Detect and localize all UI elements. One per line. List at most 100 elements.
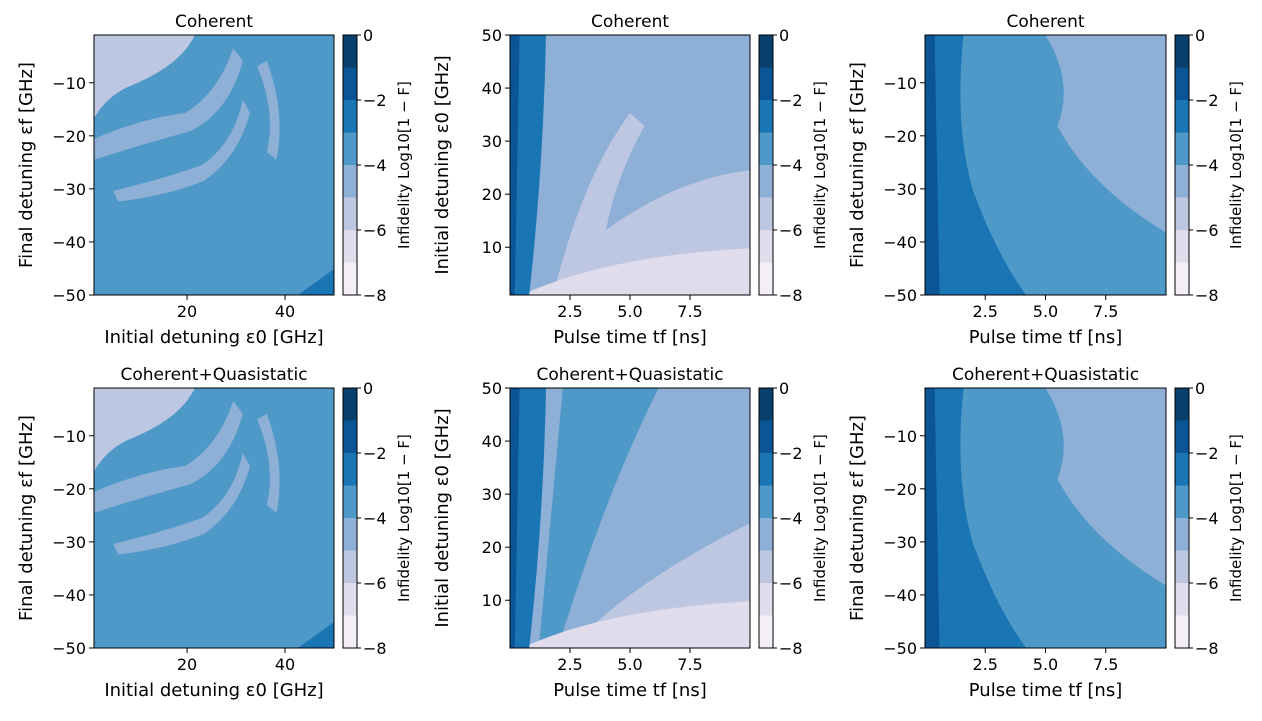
y-tick-label: −30 [52,180,86,199]
colorbar-label: Infidelity Log10[1 − F] [1227,434,1245,602]
colorbar-tick-label: −4 [779,509,803,528]
colorbar-tick-label: 0 [779,379,789,398]
colorbar-swatch [1175,388,1189,421]
y-axis-label: Final detuning εf [GHz] [16,415,37,621]
chart-panel-4: 20 40−10−20−30−40−50Coherent+QuasistaticI… [16,365,413,701]
colorbar-tick-label: 0 [363,26,373,45]
colorbar-tick-label: −8 [363,286,387,305]
x-axis-label: Initial detuning ε0 [GHz] [104,680,323,701]
colorbar-tick-label: −2 [363,91,387,110]
x-tick-label: 2.5 [973,655,998,674]
colorbar-swatch [1175,550,1189,584]
colorbar-swatch [1175,453,1189,486]
colorbar-swatch [343,230,357,263]
colorbar-swatch [759,262,773,296]
y-tick-label: −50 [52,639,86,658]
colorbar-swatch [343,35,357,68]
colorbar-label: Infidelity Log10[1 − F] [395,81,413,249]
contour-area [510,388,750,648]
level-band-dark [925,388,1027,648]
colorbar-tick-label: −4 [1195,509,1219,528]
colorbar-swatch [759,615,773,649]
colorbar-tick-label: −4 [779,156,803,175]
y-tick-label: 40 [482,79,502,98]
level-band-arc-3 [257,61,280,160]
colorbar-tick-label: 0 [363,379,373,398]
x-tick-label: 2.5 [557,655,582,674]
y-axis-label: Final detuning εf [GHz] [16,62,37,268]
colorbar-swatch [343,262,357,296]
contour-area [94,388,334,648]
colorbar-tick-label: 0 [779,26,789,45]
colorbar-tick-label: −6 [363,221,387,240]
x-axis-label: Pulse time tf [ns] [969,680,1122,701]
colorbar-tick-label: −6 [363,574,387,593]
colorbar-tick-label: −6 [1195,221,1219,240]
x-tick-label: 20 [177,302,197,321]
level-band-darkest [925,388,940,648]
x-tick-label: 2.5 [973,302,998,321]
contour-area [510,35,750,295]
colorbar-tick-label: −6 [1195,574,1219,593]
y-tick-label: 20 [482,538,502,557]
colorbar: 0 −2 −4 −6 −8 Infidelity Log10[1 − F] [758,26,829,305]
colorbar-swatch [759,230,773,263]
y-axis-label: Initial detuning ε0 [GHz] [432,408,453,627]
level-band-arc-3 [257,414,280,513]
chart-title: Coherent+Quasistatic [120,365,307,385]
colorbar-tick-label: −8 [363,639,387,658]
colorbar-swatch [1175,100,1189,133]
colorbar-swatch [1175,420,1189,454]
x-tick-label: 5.0 [1033,302,1058,321]
x-tick-label: 7.5 [1093,302,1118,321]
colorbar-swatch [1175,67,1189,101]
colorbar-tick-label: −8 [779,639,803,658]
colorbar-label: Infidelity Log10[1 − F] [395,434,413,602]
level-band-dark [510,35,546,295]
colorbar-swatch [1175,132,1189,166]
level-band-arc-1 [94,401,243,513]
x-axis-label: Pulse time tf [ns] [553,327,706,348]
x-tick-label: 7.5 [677,302,702,321]
y-axis-label: Initial detuning ε0 [GHz] [432,55,453,274]
level-band-corner-dark [298,622,334,648]
level-band-corner-dark [298,269,334,295]
x-tick-label: 40 [275,302,295,321]
colorbar-swatch [759,485,773,519]
y-tick-label: −40 [883,233,917,252]
y-tick-label: −40 [883,586,917,605]
colorbar-swatch [1175,230,1189,263]
y-tick-label: −10 [52,427,86,446]
level-band-light [553,113,750,295]
colorbar-tick-label: −4 [363,509,387,528]
y-tick-label: −20 [52,480,86,499]
y-tick-label: −40 [52,233,86,252]
y-tick-label: −50 [52,286,86,305]
y-axis-label: Final detuning εf [GHz] [847,415,868,621]
level-band-arc-2 [113,453,250,555]
colorbar-swatch [343,197,357,231]
y-tick-label: −30 [883,533,917,552]
level-band-corner [94,35,195,119]
level-band-darkest [925,35,940,295]
colorbar-swatch [1175,485,1189,519]
chart-title: Coherent [175,12,253,32]
chart-title: Coherent [1006,12,1084,32]
contour-area [925,388,1166,648]
level-band-dark [925,35,1027,295]
colorbar: 0 −2 −4 −6 −8 Infidelity Log10[1 − F] [1174,26,1245,305]
colorbar-swatch [343,615,357,649]
y-tick-label: −20 [52,127,86,146]
colorbar-swatch [343,100,357,133]
colorbar-tick-label: −2 [1195,444,1219,463]
chart-title: Coherent+Quasistatic [952,365,1139,385]
colorbar-swatch [343,583,357,616]
colorbar-swatch [1175,583,1189,616]
colorbar-tick-label: −2 [779,444,803,463]
colorbar: 0 −2 −4 −6 −8 Infidelity Log10[1 − F] [342,379,413,658]
y-tick-label: 10 [482,591,502,610]
level-band-light [1045,388,1166,586]
y-tick-label: 10 [482,238,502,257]
x-tick-label: 7.5 [677,655,702,674]
